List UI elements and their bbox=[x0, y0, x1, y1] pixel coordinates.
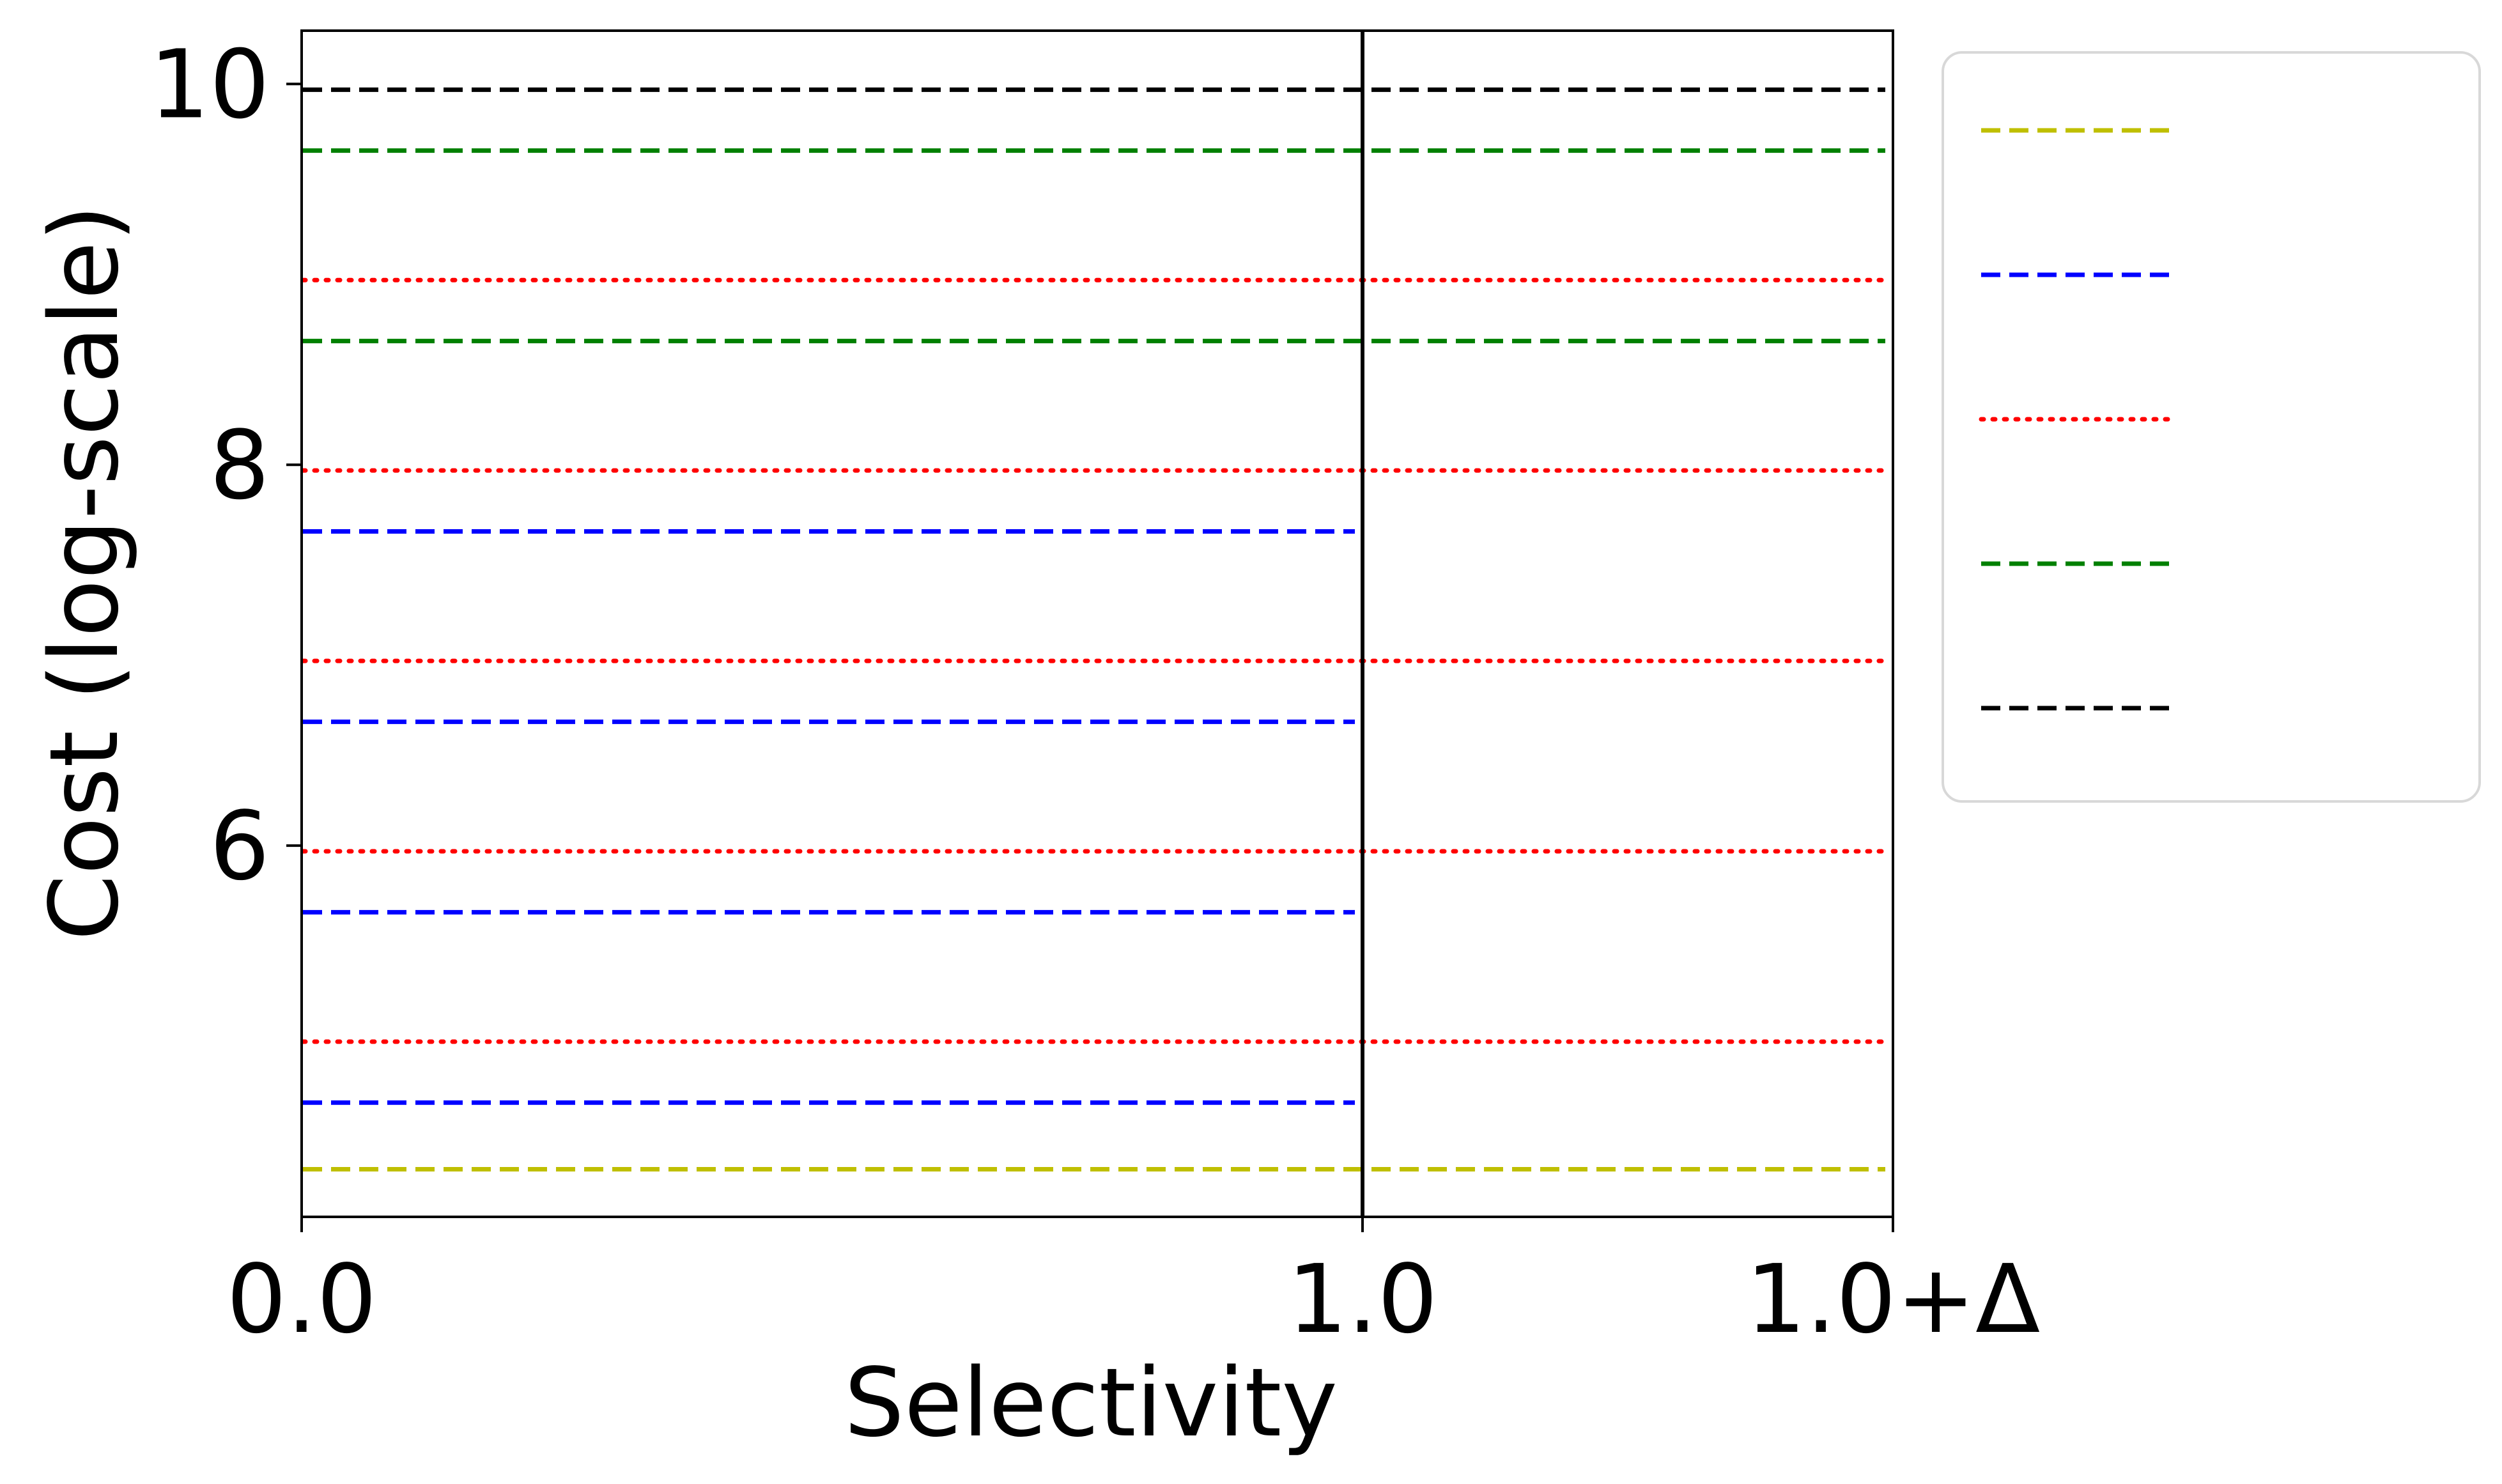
legend-box bbox=[1942, 51, 2481, 803]
y-tick-label-0: 6 bbox=[210, 791, 270, 901]
plot-frame bbox=[300, 29, 1894, 1218]
x-axis-title: Selectivity bbox=[844, 1348, 1338, 1458]
legend bbox=[1942, 51, 2481, 803]
x-tick-label-2: 1.0+Δ bbox=[1746, 1244, 2041, 1354]
axis-layer: 0.0 1.0 1.0+Δ 6 8 10 bbox=[150, 29, 2041, 1354]
x-tick-label-1: 1.0 bbox=[1287, 1244, 1437, 1354]
y-axis-title: Cost (log-scale) bbox=[29, 205, 139, 941]
data-layer bbox=[300, 31, 1888, 1217]
y-tick-label-1: 8 bbox=[210, 410, 270, 520]
legend-entries bbox=[1979, 128, 2179, 711]
y-tick-label-2: 10 bbox=[150, 29, 270, 139]
x-tick-label-0: 0.0 bbox=[226, 1244, 376, 1354]
